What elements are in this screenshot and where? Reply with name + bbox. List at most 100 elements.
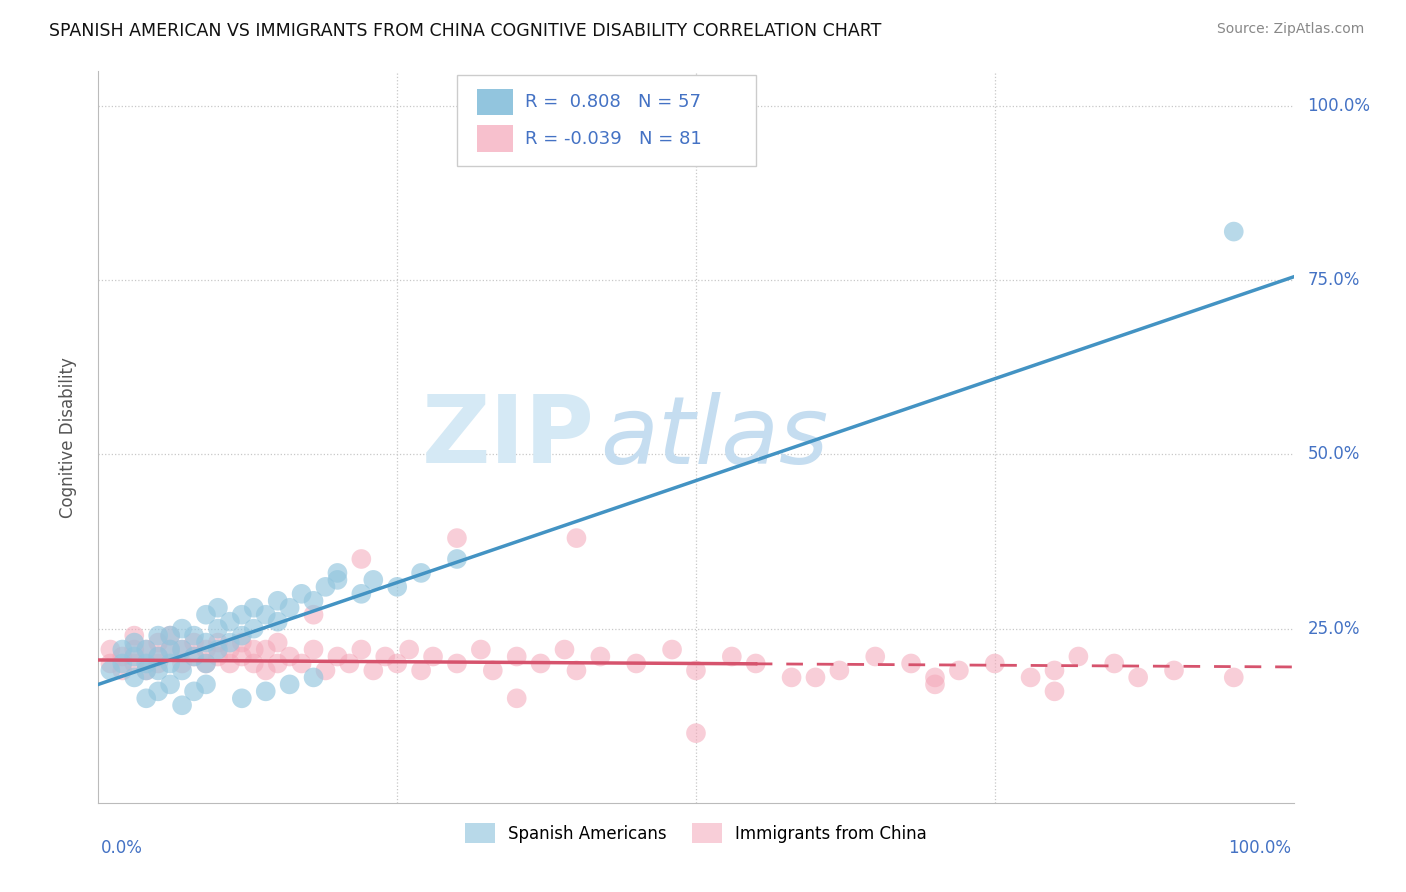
Point xyxy=(98,664,122,678)
Point xyxy=(195,657,218,671)
Point xyxy=(183,629,205,643)
Y-axis label: Cognitive Disability: Cognitive Disability xyxy=(59,357,77,517)
Point xyxy=(124,629,146,643)
Point xyxy=(948,664,970,678)
Point xyxy=(219,657,242,671)
Point xyxy=(254,684,277,698)
Text: 75.0%: 75.0% xyxy=(1308,271,1360,289)
Point xyxy=(385,657,409,671)
Point xyxy=(326,573,349,587)
Point xyxy=(148,649,170,664)
Point xyxy=(195,635,218,649)
Point xyxy=(398,642,420,657)
Point xyxy=(446,552,468,566)
Point xyxy=(780,670,803,684)
Point xyxy=(172,664,194,678)
Point xyxy=(243,657,266,671)
Point xyxy=(1223,225,1246,239)
Point xyxy=(172,698,194,713)
Point xyxy=(207,600,229,615)
Point xyxy=(183,635,205,649)
Point xyxy=(183,684,205,698)
Text: atlas: atlas xyxy=(600,392,828,483)
Point xyxy=(98,657,122,671)
Point xyxy=(148,657,170,671)
Point xyxy=(804,670,827,684)
Point xyxy=(159,629,181,643)
Point xyxy=(411,566,433,580)
Point xyxy=(231,629,253,643)
Point xyxy=(1043,664,1066,678)
Point xyxy=(159,642,181,657)
Point xyxy=(135,642,157,657)
Point xyxy=(422,649,444,664)
Point xyxy=(231,649,253,664)
Point xyxy=(302,642,325,657)
Point xyxy=(924,670,946,684)
Point xyxy=(315,580,337,594)
Point xyxy=(350,587,373,601)
Point xyxy=(254,607,277,622)
Point xyxy=(207,635,229,649)
Point xyxy=(172,622,194,636)
Point xyxy=(1128,670,1150,684)
Point xyxy=(470,642,492,657)
Point xyxy=(111,657,134,671)
Point xyxy=(506,649,529,664)
Point xyxy=(291,587,314,601)
Point xyxy=(172,642,194,657)
Point xyxy=(124,649,146,664)
Point xyxy=(924,677,946,691)
Text: 25.0%: 25.0% xyxy=(1308,620,1360,638)
Point xyxy=(589,649,612,664)
Point xyxy=(243,622,266,636)
Point xyxy=(195,607,218,622)
Point xyxy=(219,642,242,657)
Point xyxy=(865,649,887,664)
Point xyxy=(1019,670,1042,684)
Point xyxy=(148,629,170,643)
Text: 100.0%: 100.0% xyxy=(1308,97,1371,115)
Point xyxy=(315,664,337,678)
Point xyxy=(446,657,468,671)
Point xyxy=(900,657,922,671)
Point xyxy=(111,649,134,664)
Point xyxy=(326,649,349,664)
Point xyxy=(135,657,157,671)
Point xyxy=(231,691,253,706)
Point xyxy=(661,642,683,657)
Point xyxy=(219,615,242,629)
Point xyxy=(350,642,373,657)
Point xyxy=(828,664,851,678)
Text: R = -0.039   N = 81: R = -0.039 N = 81 xyxy=(524,129,702,148)
Point xyxy=(1163,664,1185,678)
Point xyxy=(124,670,146,684)
Point xyxy=(565,664,588,678)
Point xyxy=(411,664,433,678)
Point xyxy=(148,684,170,698)
Point xyxy=(231,635,253,649)
Point xyxy=(254,642,277,657)
Point xyxy=(159,677,181,691)
Point xyxy=(481,664,505,678)
Point xyxy=(291,657,314,671)
Point xyxy=(554,642,576,657)
Point xyxy=(685,664,707,678)
Point xyxy=(172,642,194,657)
Point xyxy=(231,607,253,622)
Point xyxy=(159,657,181,671)
Point xyxy=(385,580,409,594)
Point xyxy=(195,657,218,671)
Point xyxy=(363,664,385,678)
FancyBboxPatch shape xyxy=(477,89,513,115)
Point xyxy=(278,600,301,615)
Point xyxy=(124,657,146,671)
Point xyxy=(172,657,194,671)
Point xyxy=(207,649,229,664)
Point xyxy=(159,629,181,643)
Point xyxy=(135,691,157,706)
Point xyxy=(219,635,242,649)
Point xyxy=(254,664,277,678)
Point xyxy=(148,664,170,678)
Point xyxy=(745,657,768,671)
